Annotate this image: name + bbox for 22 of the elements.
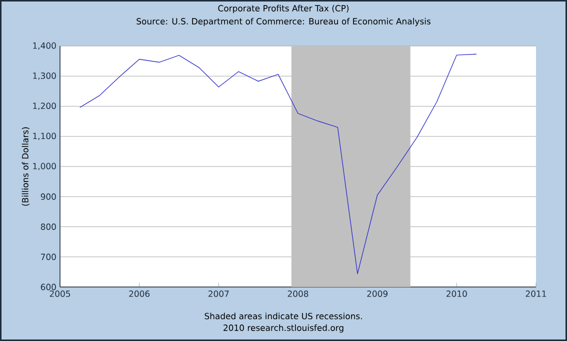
x-tick-label: 2009 <box>367 290 388 297</box>
chart-title: Corporate Profits After Tax (CP) <box>218 4 349 14</box>
y-tick-label: 800 <box>40 224 56 230</box>
y-tick-label: 1,400 <box>33 42 56 50</box>
line-series <box>79 54 477 274</box>
text: Shaded areas indicate US recessions. <box>204 312 362 320</box>
x-tick-label: 2010 <box>446 290 467 297</box>
y-tick-label: 1,300 <box>33 72 56 80</box>
y-tick-label: 700 <box>41 254 56 260</box>
y-tick-label: 1,100 <box>33 132 56 140</box>
x-tick-label: 2011 <box>526 290 546 297</box>
y-tick-label: 600 <box>40 284 56 290</box>
x-tick-label: 2006 <box>129 290 150 297</box>
x-tick-label: 2008 <box>288 290 308 297</box>
y-tick-label: 900 <box>40 193 56 200</box>
text: 2010 research.stlouisfed.org <box>224 324 344 333</box>
chart-subtitle: Source: U.S. Department of Commerce: Bureau of Economic Analysis <box>136 18 430 26</box>
y-tick-label: 1,200 <box>33 102 56 110</box>
y-axis-title: (Billions of Dollars) <box>22 127 30 206</box>
y-tick-label: 1,000 <box>33 162 56 170</box>
x-tick-label: 2007 <box>208 290 229 297</box>
x-tick-label: 2005 <box>50 290 70 297</box>
